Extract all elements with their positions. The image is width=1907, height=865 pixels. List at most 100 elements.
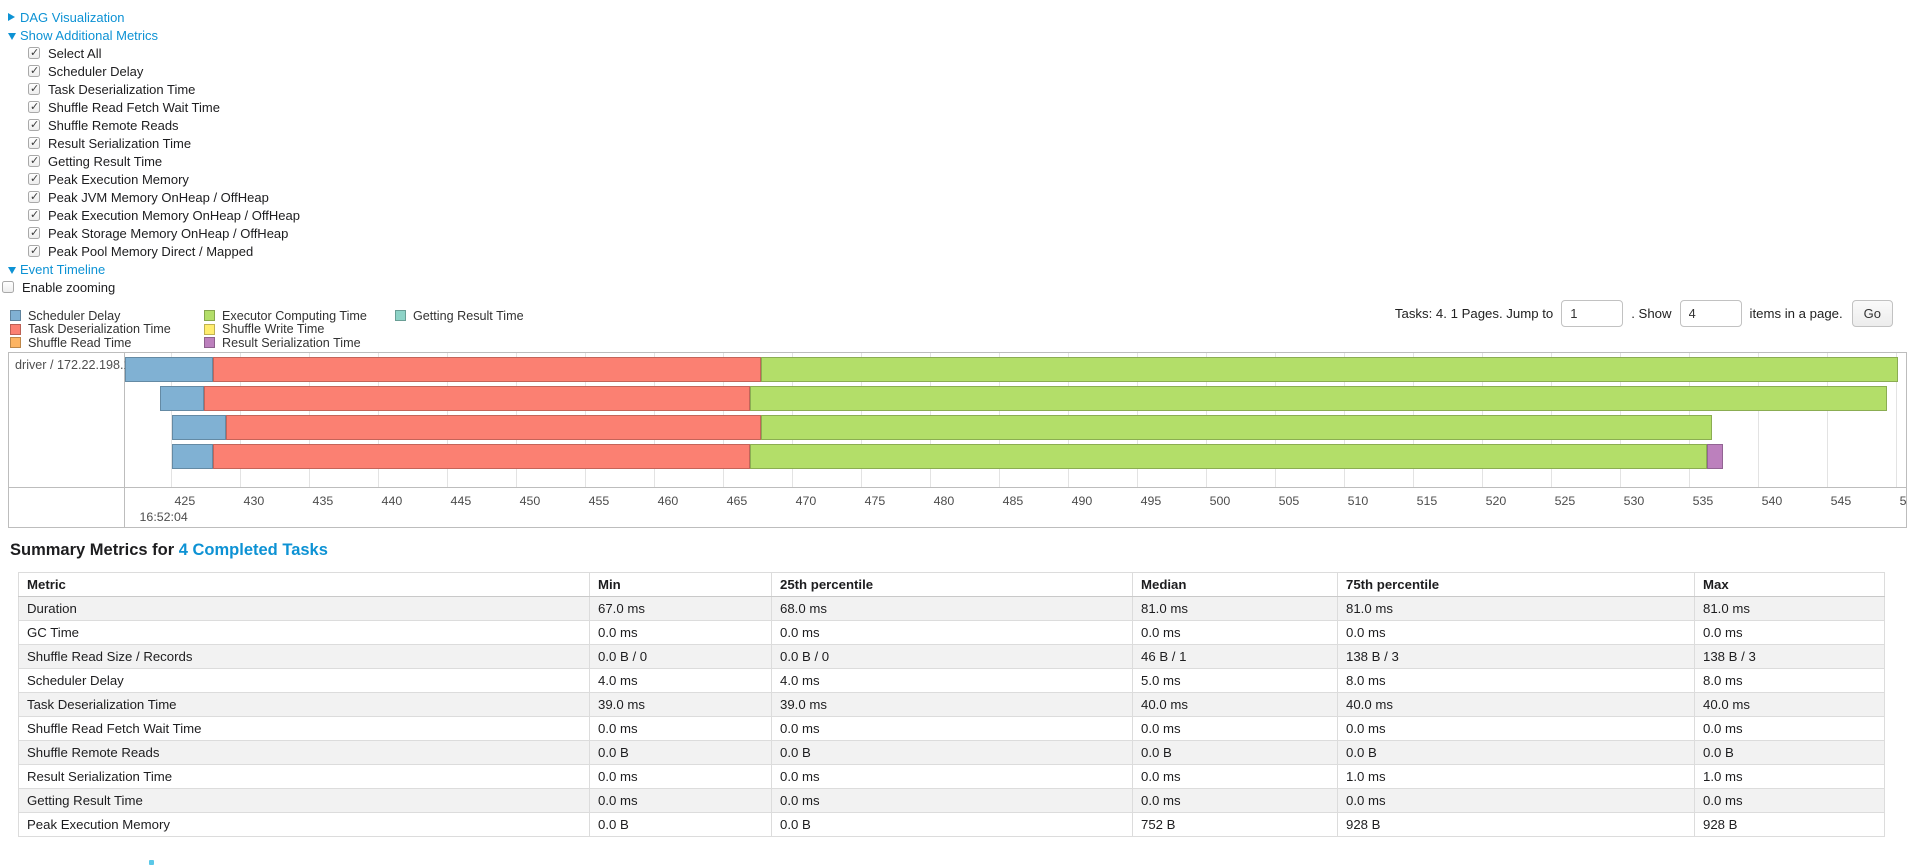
metric-checkbox-row: Shuffle Read Fetch Wait Time: [8, 98, 300, 116]
go-button[interactable]: Go: [1851, 299, 1893, 327]
metric-value-cell: 0.0 ms: [1694, 788, 1885, 813]
metric-value-cell: 81.0 ms: [1337, 596, 1695, 621]
stage-controls: DAG Visualization Show Additional Metric…: [2, 8, 300, 296]
enable-zooming-checkbox[interactable]: [2, 281, 14, 293]
metric-name-cell: Peak Execution Memory: [18, 812, 590, 837]
show-label: . Show: [1631, 305, 1672, 321]
metric-checkbox-label: Shuffle Remote Reads: [48, 117, 179, 133]
legend-entry: Shuffle Read Time: [10, 336, 171, 350]
metric-value-cell: 8.0 ms: [1694, 668, 1885, 693]
table-row: Scheduler Delay 4.0 ms 4.0 ms 5.0 ms 8.0 ms 8…: [18, 668, 1885, 693]
metric-checkbox[interactable]: [28, 154, 40, 167]
chevron-down-icon: [8, 32, 16, 40]
metric-value-cell: 1.0 ms: [1337, 764, 1695, 789]
show-additional-metrics-toggle[interactable]: Show Additional Metrics: [8, 26, 300, 44]
metric-checkbox[interactable]: [28, 64, 40, 77]
metric-value-cell: 39.0 ms: [771, 692, 1133, 717]
metric-checkbox[interactable]: [28, 100, 40, 113]
metric-value-cell: 0.0 ms: [771, 764, 1133, 789]
metric-value-cell: 0.0 ms: [1694, 716, 1885, 741]
metric-name-cell: Result Serialization Time: [18, 764, 590, 789]
metric-value-cell: 81.0 ms: [1694, 596, 1885, 621]
table-row: Peak Execution Memory 0.0 B 0.0 B 752 B 928 …: [18, 812, 1885, 837]
legend-label: Shuffle Read Time: [28, 335, 132, 350]
metric-value-cell: 0.0 B / 0: [771, 644, 1133, 669]
legend-entry: Scheduler Delay: [10, 309, 171, 323]
x-gridline: [1895, 353, 1897, 487]
metric-value-cell: 0.0 ms: [589, 620, 772, 645]
legend-column: Getting Result Time: [395, 309, 524, 323]
jump-to-page-input[interactable]: [1561, 299, 1624, 327]
metric-value-cell: 8.0 ms: [1337, 668, 1695, 693]
x-tick-label: 460: [657, 494, 679, 508]
column-header: Min: [589, 572, 772, 597]
x-gridline: [1826, 353, 1828, 487]
metric-checkbox-row: Peak JVM Memory OnHeap / OffHeap: [8, 188, 300, 206]
scheduler_delay-bar-segment[interactable]: [171, 415, 226, 440]
metric-value-cell: 0.0 ms: [1337, 620, 1695, 645]
metric-checkbox[interactable]: [28, 226, 40, 239]
metric-value-cell: 81.0 ms: [1132, 596, 1338, 621]
metric-value-cell: 5.0 ms: [1132, 668, 1338, 693]
legend-column: Scheduler Delay Task Deserialization Time…: [10, 309, 171, 350]
task_deserialization-bar-segment[interactable]: [213, 444, 751, 469]
metric-value-cell: 0.0 B: [1337, 740, 1695, 765]
metric-checkbox-label: Peak Execution Memory OnHeap / OffHeap: [48, 207, 300, 223]
metric-checkbox[interactable]: [28, 46, 40, 59]
metric-checkbox[interactable]: [28, 208, 40, 221]
summary-metrics-heading: Summary Metrics for 4 Completed Tasks: [10, 541, 328, 560]
x-tick-label: 435: [312, 494, 334, 508]
cut-off-link-fragment: [149, 860, 154, 865]
scheduler_delay-bar-segment[interactable]: [171, 444, 214, 469]
task_deserialization-bar-segment[interactable]: [225, 415, 762, 440]
metric-checkbox-row: Select All: [8, 44, 300, 62]
metric-name-cell: Task Deserialization Time: [18, 692, 590, 717]
metric-value-cell: 0.0 B: [1694, 740, 1885, 765]
metric-checkbox-label: Peak Execution Memory: [48, 171, 189, 187]
scheduler_delay-bar-segment[interactable]: [159, 386, 204, 411]
x-tick-label: 540: [1761, 494, 1783, 508]
dag-visualization-toggle[interactable]: DAG Visualization: [8, 8, 300, 26]
completed-tasks-link[interactable]: 4 Completed Tasks: [178, 541, 328, 559]
show-additional-metrics-label: Show Additional Metrics: [20, 27, 159, 43]
table-row: Shuffle Read Size / Records 0.0 B / 0 0.0 …: [18, 644, 1885, 669]
metric-checkbox[interactable]: [28, 118, 40, 131]
metric-checkbox-label: Task Deserialization Time: [48, 81, 196, 97]
x-axis-major-label: 16:52:04: [139, 510, 188, 524]
event-timeline-toggle[interactable]: Event Timeline: [8, 260, 300, 278]
metric-checkbox[interactable]: [28, 172, 40, 185]
summary-heading-prefix: Summary Metrics for: [10, 541, 179, 559]
x-tick-label: 430: [243, 494, 265, 508]
table-row: Shuffle Read Fetch Wait Time 0.0 ms 0.0 ms…: [18, 716, 1885, 741]
result_serialization-bar-segment[interactable]: [1706, 444, 1724, 469]
executor_computing-bar-segment[interactable]: [761, 357, 1899, 382]
executor_computing-bar-segment[interactable]: [750, 444, 1707, 469]
scheduler_delay-bar-segment[interactable]: [125, 357, 214, 382]
x-tick-label: 465: [726, 494, 748, 508]
legend-label: Task Deserialization Time: [28, 322, 171, 337]
legend-label: Executor Computing Time: [222, 308, 367, 323]
chevron-right-icon: [8, 13, 15, 21]
metric-value-cell: 0.0 ms: [1694, 620, 1885, 645]
timeline-row-label-column: driver / 172.22.198.104: [9, 353, 145, 527]
metric-value-cell: 0.0 ms: [589, 716, 772, 741]
executor_computing-bar-segment[interactable]: [761, 415, 1713, 440]
task_deserialization-bar-segment[interactable]: [213, 357, 762, 382]
metric-value-cell: 0.0 ms: [771, 716, 1133, 741]
table-row: Result Serialization Time 0.0 ms 0.0 ms 0.0…: [18, 764, 1885, 789]
metric-value-cell: 0.0 ms: [1132, 620, 1338, 645]
executor_computing-bar-segment[interactable]: [750, 386, 1888, 411]
metric-checkbox[interactable]: [28, 82, 40, 95]
metric-value-cell: 0.0 B: [771, 740, 1133, 765]
task_deserialization-bar-segment[interactable]: [203, 386, 751, 411]
column-header: Median: [1132, 572, 1338, 597]
metric-value-cell: 0.0 ms: [1337, 788, 1695, 813]
x-tick-label: 525: [1554, 494, 1576, 508]
table-row: GC Time 0.0 ms 0.0 ms 0.0 ms 0.0 ms 0.0 ms: [18, 620, 1885, 645]
items-per-page-input[interactable]: [1679, 299, 1742, 327]
legend-label: Scheduler Delay: [28, 308, 121, 323]
x-tick-label: 425: [174, 494, 196, 508]
metric-checkbox[interactable]: [28, 190, 40, 203]
metric-checkbox[interactable]: [28, 136, 40, 149]
metric-checkbox[interactable]: [28, 244, 40, 257]
